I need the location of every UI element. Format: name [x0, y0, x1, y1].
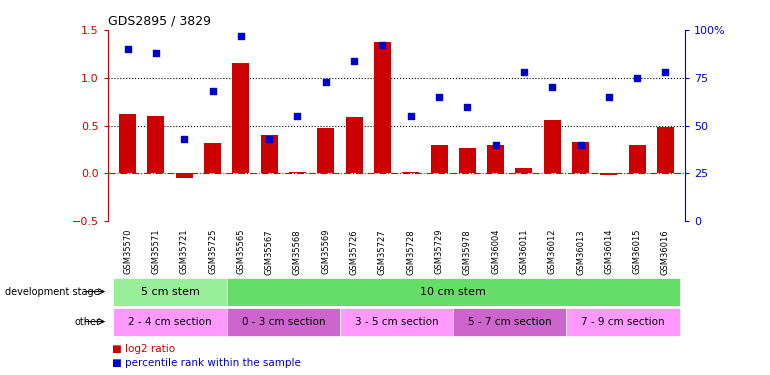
Point	[178, 136, 190, 142]
Text: 3 - 5 cm section: 3 - 5 cm section	[355, 316, 438, 327]
Bar	[487, 145, 504, 173]
Text: 5 - 7 cm section: 5 - 7 cm section	[468, 316, 551, 327]
Point	[235, 33, 247, 39]
Point	[206, 88, 219, 94]
Bar	[544, 120, 561, 173]
Point	[631, 75, 644, 81]
Bar	[430, 145, 447, 173]
Bar	[176, 173, 192, 178]
Bar	[261, 135, 278, 173]
Point	[291, 113, 303, 119]
Text: 7 - 9 cm section: 7 - 9 cm section	[581, 316, 665, 327]
Text: 0 - 3 cm section: 0 - 3 cm section	[242, 316, 325, 327]
Point	[490, 142, 502, 148]
Bar	[289, 171, 306, 173]
Text: GDS2895 / 3829: GDS2895 / 3829	[108, 15, 211, 27]
Bar	[340, 308, 454, 336]
Bar	[657, 127, 674, 173]
Point	[404, 113, 417, 119]
Text: 10 cm stem: 10 cm stem	[420, 286, 486, 297]
Text: other: other	[74, 316, 100, 327]
Point	[517, 69, 530, 75]
Text: 5 cm stem: 5 cm stem	[141, 286, 199, 297]
Point	[546, 84, 558, 90]
Point	[320, 79, 332, 85]
Bar	[567, 308, 680, 336]
Point	[122, 46, 134, 52]
Text: ■ log2 ratio: ■ log2 ratio	[112, 344, 175, 354]
Point	[377, 42, 389, 48]
Bar	[346, 117, 363, 173]
Bar	[628, 145, 646, 173]
Bar	[601, 173, 618, 176]
Point	[659, 69, 671, 75]
Bar	[515, 168, 532, 173]
Bar	[113, 278, 226, 306]
Bar	[147, 116, 165, 173]
Bar	[459, 148, 476, 173]
Bar	[226, 278, 680, 306]
Bar	[317, 129, 334, 173]
Bar	[119, 114, 136, 173]
Bar	[374, 42, 391, 173]
Bar	[233, 63, 249, 173]
Text: 2 - 4 cm section: 2 - 4 cm section	[129, 316, 212, 327]
Bar	[204, 143, 221, 173]
Point	[263, 136, 276, 142]
Point	[461, 104, 474, 110]
Text: development stage: development stage	[5, 286, 100, 297]
Point	[348, 58, 360, 64]
Text: ■ percentile rank within the sample: ■ percentile rank within the sample	[112, 357, 300, 368]
Bar	[113, 308, 226, 336]
Point	[574, 142, 587, 148]
Point	[149, 50, 162, 56]
Bar	[454, 308, 567, 336]
Point	[433, 94, 445, 100]
Bar	[572, 142, 589, 173]
Bar	[402, 171, 419, 173]
Bar	[226, 308, 340, 336]
Point	[603, 94, 615, 100]
